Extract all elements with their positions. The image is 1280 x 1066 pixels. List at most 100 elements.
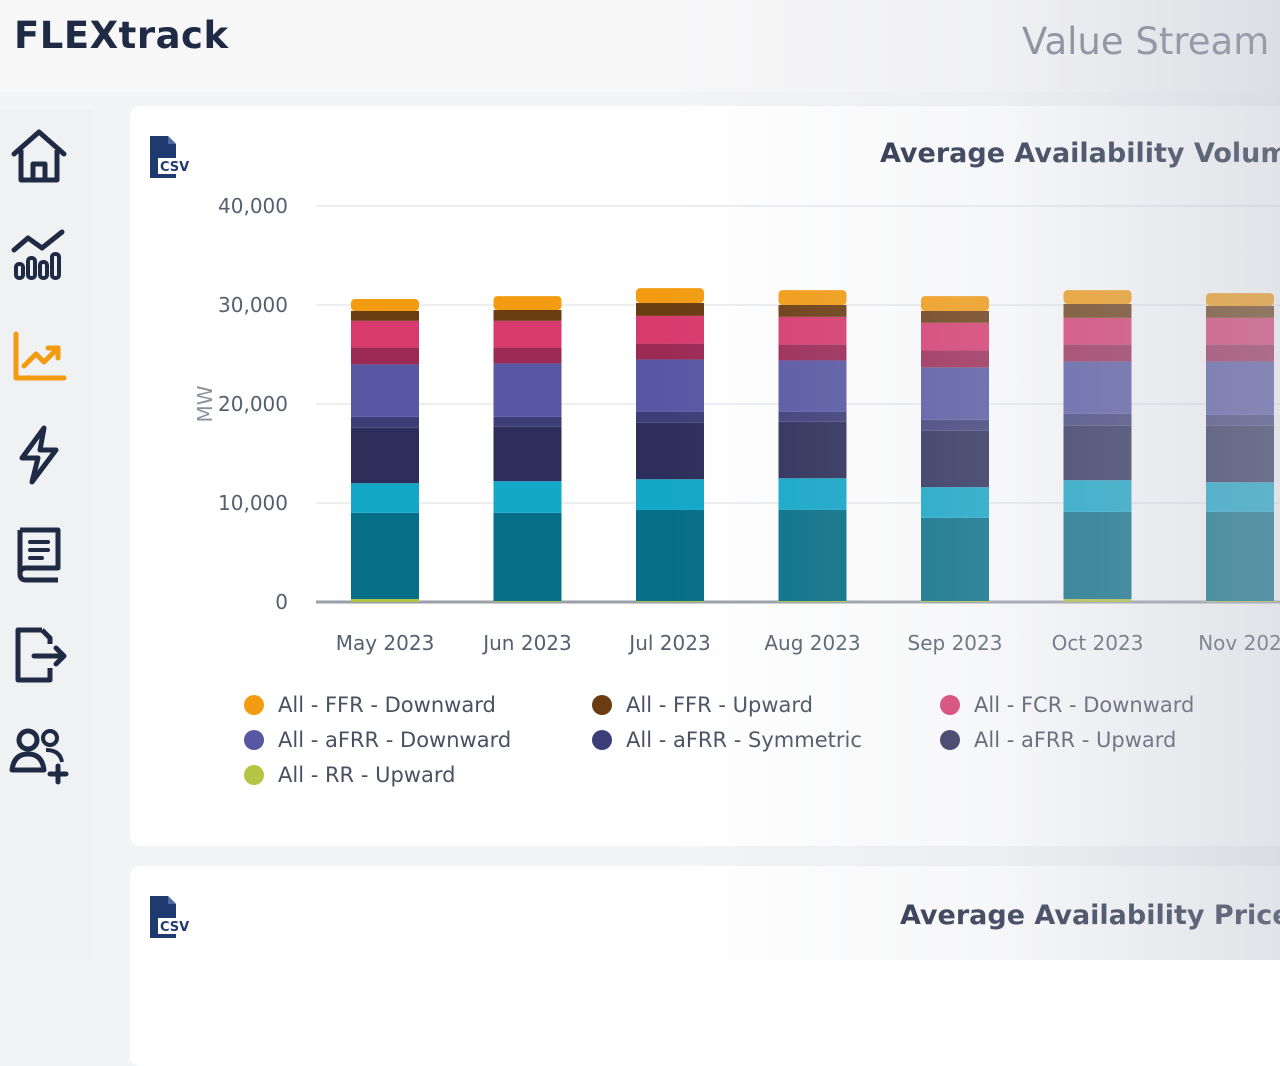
bar-segment [1206, 601, 1274, 602]
app-title: FLEXtrack [14, 14, 229, 57]
bar-segment [1206, 511, 1274, 602]
legend-item[interactable]: All - aFRR - Upward [940, 725, 1176, 755]
bar-segment [778, 411, 847, 422]
trend-icon [13, 331, 67, 381]
legend-item[interactable]: All - aFRR - Downward [244, 725, 511, 755]
x-tick-label: Sep 2023 [908, 631, 1003, 655]
sidebar-item-trends[interactable] [6, 324, 72, 390]
legend-item[interactable]: All - FFR - Downward [244, 690, 496, 720]
x-tick-label: Nov 202 [1198, 631, 1280, 655]
bar-segment [1063, 511, 1132, 600]
legend-swatch [940, 695, 960, 715]
bar-segment [921, 601, 989, 602]
bar-segment [778, 601, 847, 602]
x-tick-label: Aug 2023 [764, 631, 860, 655]
bar-segment [778, 344, 847, 361]
sidebar-item-docs[interactable] [6, 520, 72, 586]
legend-swatch [592, 695, 612, 715]
bar-segment [921, 430, 989, 488]
legend-label: All - FFR - Upward [626, 693, 813, 717]
sidebar-item-users[interactable] [6, 720, 72, 786]
home-icon [11, 129, 67, 183]
legend-label: All - aFRR - Symmetric [626, 728, 862, 752]
sidebar-item-analytics[interactable] [6, 224, 72, 290]
bar-segment [921, 517, 989, 602]
x-tick-label: Jul 2023 [627, 631, 710, 655]
bar-segment [493, 296, 562, 310]
chart-title: Average Availability Volum [880, 138, 1280, 169]
bar-segment [778, 478, 847, 510]
bar-segment [636, 315, 704, 344]
price-chart-card: CSV Average Availability Price [130, 866, 1280, 1066]
bar-segment [351, 483, 419, 513]
top-bar: FLEXtrack Value Stream [0, 0, 1280, 92]
bar-segment [493, 320, 562, 348]
legend-label: All - aFRR - Upward [974, 728, 1177, 752]
lightning-icon [19, 425, 59, 485]
legend-swatch [244, 695, 264, 715]
bar-segment [493, 309, 562, 321]
logout-icon [15, 627, 67, 683]
bar-segment [1206, 293, 1274, 306]
sidebar-item-home[interactable] [6, 124, 72, 190]
y-axis-label: MW [193, 385, 217, 422]
bar-segment [1206, 414, 1274, 426]
bar-segment [1206, 344, 1274, 362]
bar-segment [1063, 304, 1132, 318]
bar-segment [921, 296, 989, 311]
csv-file-icon: CSV [150, 896, 192, 938]
legend-label: All - FFR - Downward [278, 693, 496, 717]
legend-label: All - RR - Upward [278, 763, 456, 787]
bar-segment [1206, 317, 1274, 345]
bar-segment [636, 601, 704, 602]
bar-segment [1063, 361, 1132, 414]
bar-segment [493, 512, 562, 602]
price-chart-title: Average Availability Price [900, 900, 1280, 931]
y-tick-label: 20,000 [218, 392, 288, 416]
csv-export-button[interactable]: CSV [146, 134, 194, 182]
volume-stacked-bar-chart: 0 10,000 20,000 30,000 40,000 MW May 2023 Jun 2… [193, 194, 1280, 655]
bar-segment [921, 350, 989, 368]
bar-segment [921, 419, 989, 431]
bar-segment [493, 347, 562, 364]
bar-segment [493, 416, 562, 427]
bar-segment [921, 310, 989, 323]
bar-segment [351, 599, 419, 602]
bar-segment [1206, 425, 1274, 483]
csv-export-button-2[interactable]: CSV [146, 894, 194, 942]
legend-item[interactable]: All - aFRR - Symmetric [592, 725, 862, 755]
bar-segment [778, 316, 847, 345]
bar-segment [1063, 413, 1132, 426]
sidebar-item-logout[interactable] [6, 622, 72, 688]
bar-segment [921, 487, 989, 518]
bar-segment [351, 320, 419, 348]
bar-segment [351, 512, 419, 600]
y-tick-label: 0 [275, 590, 288, 614]
volume-chart-card: CSV Average Availability Volum 0 10,000 20… [130, 106, 1280, 846]
bar-segment [351, 364, 419, 417]
sidebar-item-energy[interactable] [6, 422, 72, 488]
legend-swatch [592, 730, 612, 750]
bar-segment [1206, 361, 1274, 415]
bar-segment [493, 426, 562, 482]
x-tick-label: Jun 2023 [481, 631, 572, 655]
bar-segment [1063, 480, 1132, 512]
chart-legend: All - FFR - Downward All - FFR - Upward Al… [244, 690, 1280, 800]
bar-segment [351, 347, 419, 365]
legend-item[interactable]: All - FFR - Upward [592, 690, 813, 720]
x-tick-label: May 2023 [336, 631, 435, 655]
bar-segment [636, 288, 704, 304]
bar-segment [1063, 425, 1132, 481]
bar-segment [1063, 344, 1132, 362]
svg-text:CSV: CSV [160, 160, 189, 175]
legend-label: All - FCR - Downward [974, 693, 1195, 717]
bar-segment [351, 416, 419, 428]
bar-segment [1063, 599, 1132, 602]
page-title: Value Stream [1022, 20, 1270, 63]
bar-segment [636, 411, 704, 423]
legend-item[interactable]: All - RR - Upward [244, 760, 455, 790]
bar-segment [1063, 317, 1132, 345]
legend-swatch [244, 730, 264, 750]
bar-segment [636, 509, 704, 602]
legend-item[interactable]: All - FCR - Downward [940, 690, 1194, 720]
